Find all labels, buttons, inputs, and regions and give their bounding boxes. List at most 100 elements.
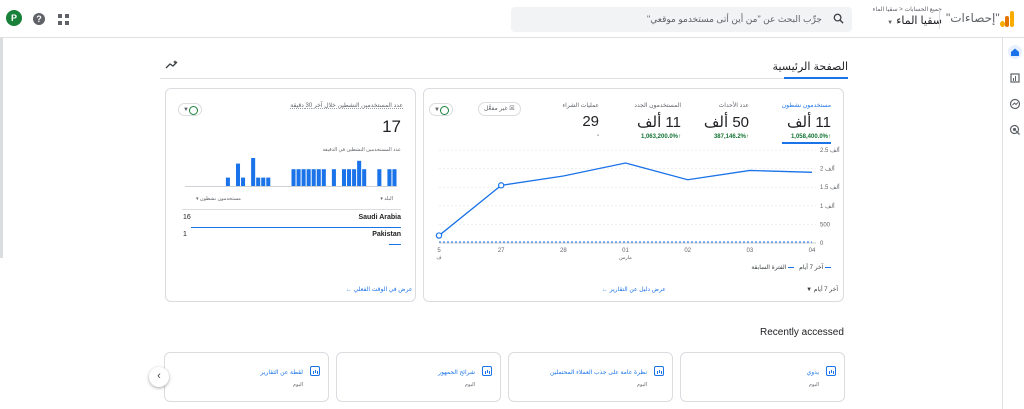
recent-card[interactable]: يدوي اليوم xyxy=(680,352,845,402)
insights-icon[interactable] xyxy=(165,59,179,71)
y-tick-label: 0 xyxy=(820,241,824,247)
row-country: Saudi Arabia xyxy=(358,214,401,221)
reports-icon[interactable] xyxy=(1008,71,1022,85)
x-tick-label: 03 xyxy=(746,248,753,254)
metric-change: 1,063,200.0% xyxy=(640,134,678,140)
property-selector[interactable]: جميع الحسابات < سقيا الماء سقيا الماء ▼ xyxy=(860,6,942,34)
view-realtime-link[interactable]: عرض في الوقت الفعلي ← xyxy=(346,286,412,293)
metric-purchases[interactable]: عمليات الشراء 29 - xyxy=(562,102,599,139)
users-column-header[interactable]: مستخدمون نشطون ▾ xyxy=(196,196,241,202)
search-icon xyxy=(833,13,844,24)
legend-previous-swatch xyxy=(788,266,795,268)
view-reports-link[interactable]: عرض دليل عن التقارير ← xyxy=(602,286,666,293)
status-dropdown[interactable]: ▼ xyxy=(178,103,202,116)
minute-bar[interactable] xyxy=(357,160,362,186)
y-tick-label: 1.5 ألف xyxy=(820,182,840,191)
minute-bar[interactable] xyxy=(291,169,296,186)
metric-active-users[interactable]: مستخدمون نشطون 11 ألف ↑1,058,400.0% xyxy=(781,102,832,144)
search-placeholder: جرِّب البحث عن "من أين أتى مستخدمو موقعي… xyxy=(647,14,822,24)
minute-bar[interactable] xyxy=(352,169,357,186)
y-tick-label: 500 xyxy=(820,222,831,228)
divider xyxy=(939,9,940,29)
minute-bar[interactable] xyxy=(311,169,316,186)
row-users: 16 xyxy=(183,214,191,221)
minute-bar[interactable] xyxy=(341,169,347,186)
minute-bar[interactable] xyxy=(316,169,321,186)
recent-card[interactable]: شرائح الجمهور اليوم xyxy=(336,352,501,402)
account-avatar[interactable]: P xyxy=(6,10,22,26)
minute-bar[interactable] xyxy=(225,177,230,186)
minute-bar[interactable] xyxy=(331,169,336,186)
recent-card[interactable]: لقطة عن التقارير اليوم xyxy=(164,352,329,402)
minute-bar[interactable] xyxy=(387,169,392,186)
home-icon[interactable] xyxy=(1008,45,1022,59)
row-share-bar xyxy=(389,243,401,245)
report-icon xyxy=(310,366,320,376)
not-set-chip[interactable]: ☒ غير مفعَّل xyxy=(478,102,521,116)
table-row: 1 Pakistan xyxy=(182,228,401,245)
metric-label: عمليات الشراء xyxy=(562,103,599,109)
explore-icon[interactable] xyxy=(1008,97,1022,111)
minute-bar[interactable] xyxy=(256,177,261,186)
metric-label: المستخدمون الجدد xyxy=(634,103,681,109)
minute-bar[interactable] xyxy=(321,169,326,186)
country-column-header[interactable]: البلد ▾ xyxy=(380,196,393,202)
side-nav xyxy=(1002,38,1024,409)
property-name: سقيا الماء xyxy=(896,15,942,27)
minute-bar[interactable] xyxy=(251,158,256,186)
recent-card-subtitle: اليوم xyxy=(464,382,475,388)
metric-new-users[interactable]: المستخدمون الجدد 11 ألف ↑1,063,200.0% xyxy=(634,102,681,140)
chevron-down-icon: ▼ xyxy=(183,107,189,113)
check-circle-icon xyxy=(440,105,449,115)
minute-bar[interactable] xyxy=(235,163,241,186)
date-range-selector[interactable]: آخر 7 أيام ▼ xyxy=(806,286,838,293)
help-icon[interactable]: ? xyxy=(33,13,45,25)
report-icon xyxy=(654,366,664,376)
metric-event-count[interactable]: عدد الأحداث 50 ألف ↑387,146.2% xyxy=(704,102,749,140)
minute-bar[interactable] xyxy=(392,169,397,186)
metric-change: 1,058,400.0% xyxy=(790,134,828,140)
metric-change: - xyxy=(597,133,599,139)
chevron-left-icon: ‹ xyxy=(157,370,161,382)
minute-bar[interactable] xyxy=(377,169,382,186)
recent-card[interactable]: نظرة عامة على جذب العملاء المحتملين اليو… xyxy=(508,352,673,402)
metric-value: 29 xyxy=(582,113,599,130)
legend-previous-label: الفترة السابقة xyxy=(751,265,787,271)
legend-current-label: آخر 7 أيام xyxy=(799,265,824,271)
per-minute-label: عدد المستخدمين النشطين في الدقيقة xyxy=(322,147,401,153)
minute-bar[interactable] xyxy=(261,177,266,186)
apps-grid-icon[interactable] xyxy=(58,14,69,25)
minute-bar[interactable] xyxy=(296,169,301,186)
chip-label: غير مفعَّل xyxy=(484,106,508,112)
advertising-icon[interactable] xyxy=(1008,123,1022,137)
chevron-down-icon: ▼ xyxy=(806,287,813,293)
minute-bar[interactable] xyxy=(241,177,246,186)
chevron-down-icon: ▾ xyxy=(196,196,199,202)
minute-bar[interactable] xyxy=(347,169,352,186)
search-box[interactable]: جرِّب البحث عن "من أين أتى مستخدمو موقعي… xyxy=(511,7,852,32)
trend-up-icon: ↑ xyxy=(746,134,749,140)
trend-up-icon: ↑ xyxy=(828,134,831,140)
carousel-prev-button[interactable]: ‹ xyxy=(149,367,169,387)
column-label: البلد xyxy=(384,196,393,202)
link-label: عرض دليل عن التقارير xyxy=(609,287,666,293)
arrow-left-icon: ← xyxy=(346,287,352,293)
data-point xyxy=(497,182,505,189)
chart-legend: آخر 7 أيام الفترة السابقة xyxy=(751,264,831,271)
report-icon xyxy=(482,366,492,376)
account-breadcrumb: جميع الحسابات < سقيا الماء xyxy=(872,7,942,13)
status-dropdown[interactable]: ▼ xyxy=(429,103,453,116)
minute-bar[interactable] xyxy=(301,169,306,186)
minute-bar[interactable] xyxy=(362,169,367,186)
minute-bar[interactable] xyxy=(266,177,271,186)
report-icon xyxy=(826,366,836,376)
minute-bar[interactable] xyxy=(306,169,311,186)
trend-up-icon: ↑ xyxy=(678,134,681,140)
y-tick-label: 1 ألف xyxy=(820,201,835,210)
metric-change: 387,146.2% xyxy=(713,134,746,140)
recent-card-title: يدوي xyxy=(806,370,819,376)
date-range-label: آخر 7 أيام xyxy=(813,287,838,293)
per-minute-bar-chart xyxy=(185,158,397,187)
x-tick-label: 28 xyxy=(560,248,567,254)
metric-value: 50 ألف xyxy=(703,114,749,131)
